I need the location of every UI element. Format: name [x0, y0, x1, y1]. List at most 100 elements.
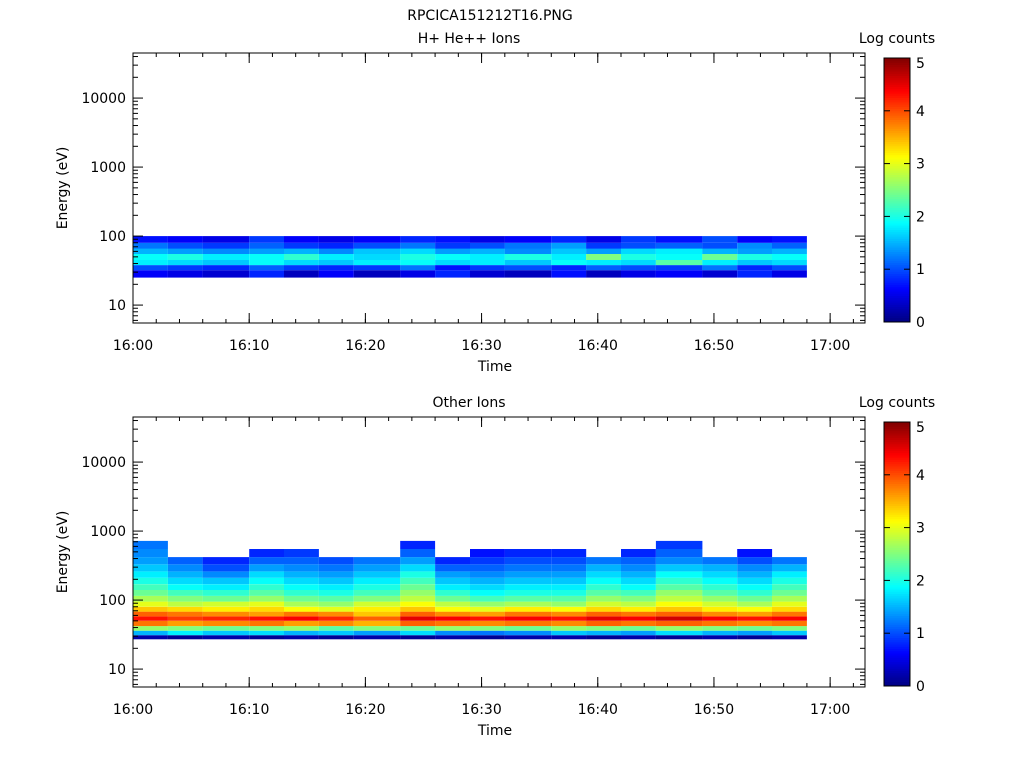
heatmap-cell	[400, 540, 436, 549]
y-tick-label: 100	[99, 229, 126, 245]
heatmap-cell	[318, 601, 354, 607]
colorbar-swatch	[884, 545, 910, 548]
heatmap-cell	[737, 616, 773, 621]
panel-bottom: Other Ions 16:00 16:10 16:20 16:30 16:40 16:50…	[55, 395, 935, 739]
heatmap-cell	[318, 270, 354, 278]
heatmap-cell	[249, 260, 285, 266]
heatmap-cell	[249, 590, 285, 596]
heatmap-cell	[167, 236, 203, 243]
heatmap-cell	[586, 635, 621, 640]
colorbar-swatch	[884, 62, 910, 65]
heatmap-cell	[435, 635, 470, 640]
heatmap-cell	[737, 248, 773, 254]
heatmap-cell	[470, 630, 505, 636]
heatmap-cell	[586, 606, 621, 612]
heatmap-cell	[400, 242, 436, 249]
heatmap-cell	[621, 590, 656, 596]
heatmap-cell	[586, 270, 621, 278]
heatmap-cell	[702, 265, 738, 271]
heatmap-cell	[504, 571, 552, 578]
heatmap-cell	[133, 564, 168, 572]
colorbar-swatch	[884, 474, 910, 478]
x-tick-label: 16:20	[345, 702, 385, 718]
colorbar: 0 1 2 3 4 5 Log counts	[859, 31, 935, 331]
colorbar-swatch	[884, 595, 910, 599]
colorbar-swatch	[884, 444, 910, 447]
heatmap-cell	[621, 270, 656, 278]
heatmap-cell	[621, 254, 656, 260]
heatmap-cell	[702, 590, 738, 596]
colorbar-swatch	[884, 168, 910, 171]
heatmap-cell	[318, 571, 354, 578]
colorbar-swatch	[884, 108, 910, 112]
colorbar-swatch	[884, 424, 910, 427]
heatmap-cell	[621, 564, 656, 572]
heatmap-cell	[470, 557, 505, 565]
colorbar-swatch	[884, 622, 910, 625]
colorbar-swatch	[884, 615, 910, 619]
heatmap-cell	[737, 635, 773, 640]
colorbar-swatch	[884, 317, 910, 321]
panels: H+ He++ Ions 16:00 16:10 16:20 16:30 16:40 16:…	[55, 31, 935, 739]
heatmap-cell	[167, 626, 203, 631]
colorbar-swatch	[884, 216, 910, 219]
heatmap-cell	[504, 626, 552, 631]
heatmap-cell	[586, 564, 621, 572]
heatmap-cell	[621, 616, 656, 621]
heatmap-cell	[504, 611, 552, 617]
heatmap-cell	[586, 557, 621, 565]
heatmap-cell	[702, 606, 738, 612]
colorbar-swatch	[884, 300, 910, 303]
heatmap-cell	[702, 557, 738, 565]
colorbar-swatch	[884, 571, 910, 575]
heatmap-cell	[772, 571, 807, 578]
heatmap-cell	[318, 254, 354, 260]
heatmap-cell	[249, 620, 285, 627]
heatmap-cell	[655, 620, 703, 627]
colorbar-swatch	[884, 203, 910, 206]
colorbar-swatch	[884, 161, 910, 164]
heatmap-cell	[655, 260, 703, 266]
colorbar-swatch	[884, 587, 910, 590]
colorbar-swatch	[884, 297, 910, 301]
heatmap-cell	[435, 590, 470, 596]
heatmap-cell	[702, 577, 738, 585]
heatmap-cell	[702, 564, 738, 572]
heatmap-cell	[435, 626, 470, 631]
colorbar-swatch	[884, 110, 910, 114]
heatmap-cell	[167, 571, 203, 578]
colorbar-swatch	[884, 681, 910, 685]
heatmap-cell	[772, 590, 807, 596]
colorbar-tick-label: 1	[916, 262, 925, 278]
colorbar-swatch	[884, 556, 910, 559]
heatmap-cell	[435, 254, 470, 260]
heatmap-cell	[284, 254, 319, 260]
colorbar-swatch	[884, 84, 910, 87]
heatmap-cell	[504, 242, 552, 249]
heatmap-cell	[702, 242, 738, 249]
heatmap-cell	[470, 616, 505, 621]
heatmap-cell	[470, 584, 505, 590]
figure-title: RPCICA151212T16.PNG	[407, 8, 572, 24]
colorbar-swatch	[884, 119, 910, 123]
heatmap-cell	[202, 248, 250, 254]
heatmap-cell	[737, 595, 773, 602]
heatmap-cell	[284, 236, 319, 243]
colorbar-swatch	[884, 93, 910, 96]
colorbar-swatch	[884, 547, 910, 550]
heatmap-cell	[655, 540, 703, 549]
heatmap-cell	[772, 616, 807, 621]
colorbar-swatch	[884, 286, 910, 290]
colorbar-swatch	[884, 319, 910, 323]
colorbar-swatch	[884, 642, 910, 645]
heatmap-cell	[400, 616, 436, 621]
heatmap-cell	[702, 635, 738, 640]
heatmap-cell	[551, 595, 587, 602]
heatmap-cell	[702, 254, 738, 260]
x-tick-label: 16:50	[694, 702, 734, 718]
colorbar-swatch	[884, 154, 910, 158]
heatmap-cell	[655, 242, 703, 249]
colorbar-swatch	[884, 179, 910, 182]
heatmap-cell	[586, 571, 621, 578]
colorbar-swatch	[884, 439, 910, 443]
